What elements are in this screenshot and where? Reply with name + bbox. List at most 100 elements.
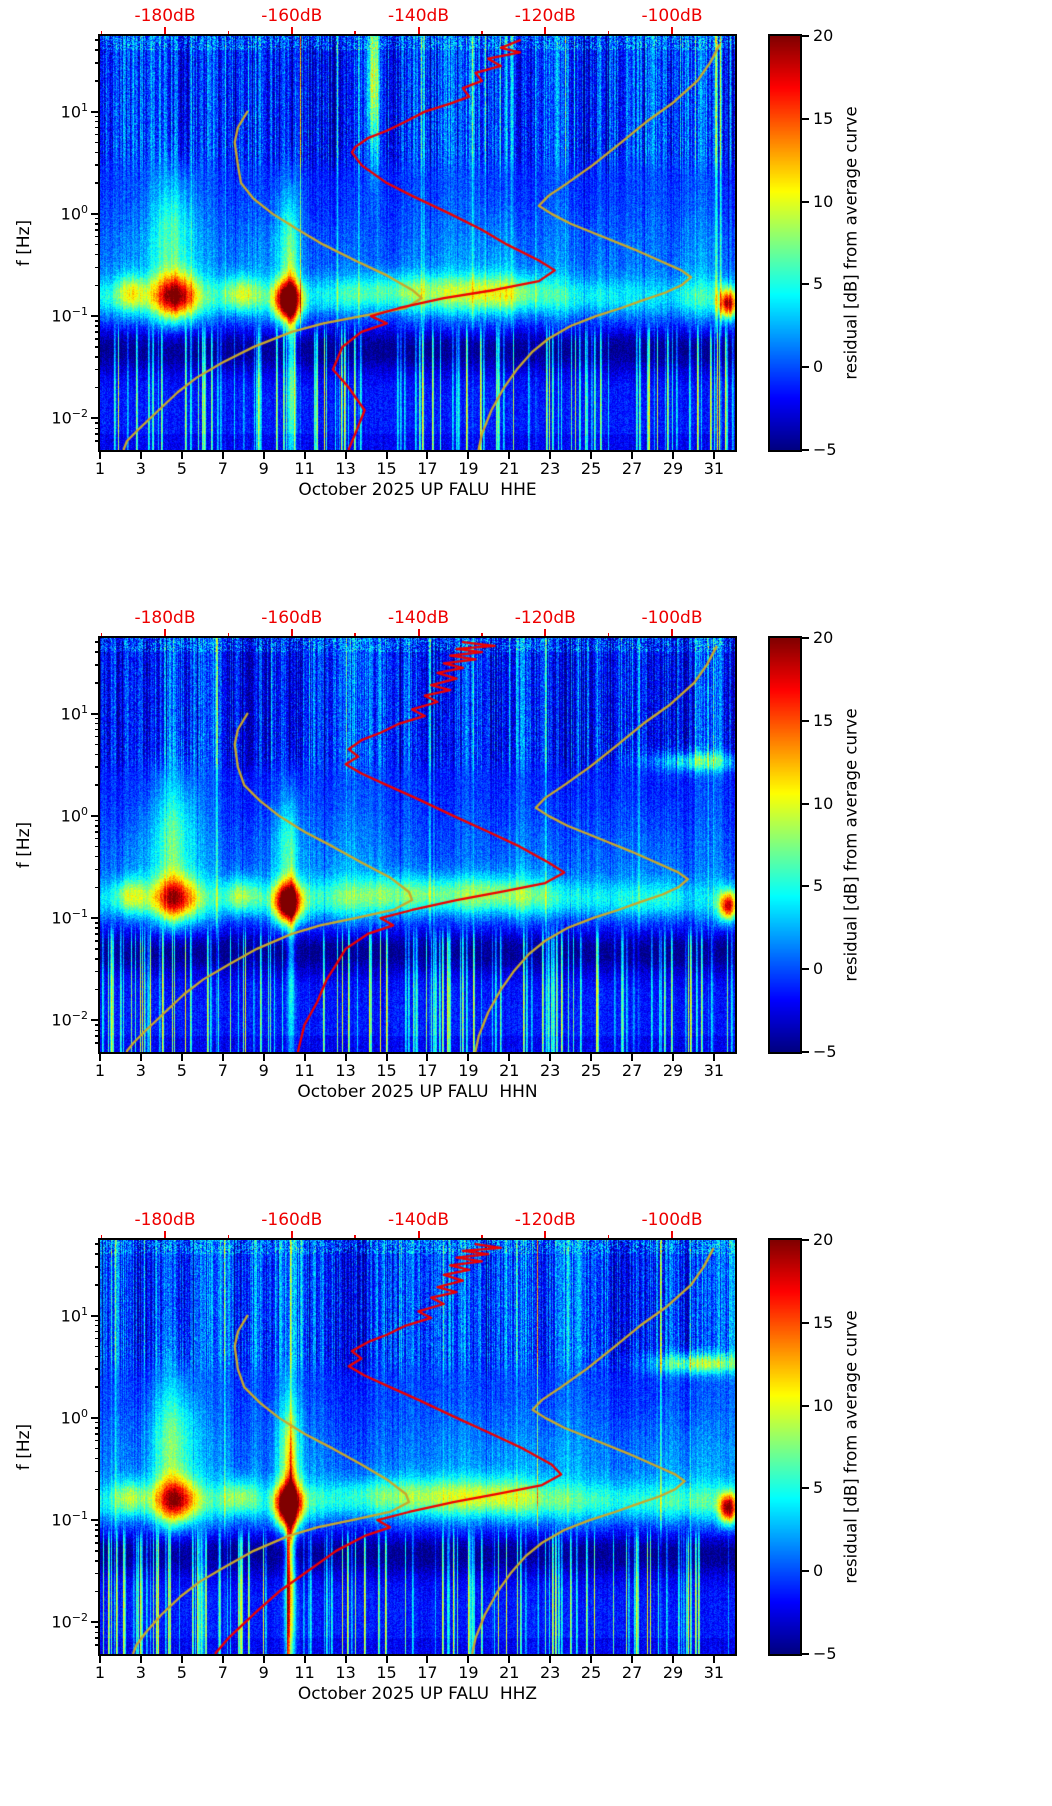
- db-axis-label: -160dB: [261, 6, 323, 26]
- y-minor-tick: [94, 62, 98, 64]
- y-minor-tick: [94, 422, 98, 424]
- db-axis-label: -140dB: [387, 6, 450, 26]
- y-minor-tick: [94, 1266, 98, 1268]
- colorbar-tick-label: 20: [813, 628, 834, 647]
- x-tick-label: 13: [335, 1061, 356, 1080]
- colorbar-tick: [802, 802, 809, 805]
- x-tick: [631, 1054, 634, 1061]
- y-tick-base: 10: [51, 1510, 72, 1530]
- y-minor-tick: [94, 115, 98, 118]
- y-minor-tick: [94, 1631, 98, 1633]
- x-tick-label: 17: [417, 459, 438, 478]
- y-major-tick: [91, 212, 98, 215]
- x-axis-title: October 2025 UP FALU HHE: [298, 480, 537, 500]
- y-tick-label: 100: [28, 203, 88, 223]
- x-tick-label: 15: [376, 1061, 397, 1080]
- db-axis-label: -100dB: [641, 6, 703, 26]
- colorbar-tick-label: −5: [813, 1042, 837, 1061]
- y-minor-tick: [94, 346, 98, 348]
- x-tick-label: 11: [294, 1061, 315, 1080]
- db-minor-tick: [100, 1234, 103, 1238]
- x-tick-label: 27: [621, 1061, 643, 1080]
- spectrogram-canvas: [100, 36, 735, 450]
- y-minor-tick: [94, 922, 98, 924]
- x-tick: [139, 452, 142, 459]
- db-major-tick: [164, 629, 166, 636]
- colorbar-tick: [802, 1051, 809, 1053]
- x-tick: [99, 1656, 101, 1663]
- y-minor-tick: [94, 126, 98, 129]
- x-tick: [344, 452, 347, 459]
- y-minor-tick: [94, 386, 98, 389]
- x-tick: [590, 1054, 593, 1061]
- y-minor-tick: [94, 1590, 98, 1593]
- x-tick: [672, 1656, 674, 1663]
- y-tick-exponent: −2: [71, 1611, 88, 1625]
- x-tick-label: 29: [662, 459, 684, 478]
- y-tick-label: 101: [28, 101, 88, 121]
- y-minor-tick: [94, 243, 98, 246]
- db-axis-label: -180dB: [134, 1210, 196, 1230]
- y-minor-tick: [94, 1427, 98, 1429]
- y-minor-tick: [94, 266, 98, 269]
- x-tick-label: 3: [135, 1061, 146, 1080]
- x-tick: [221, 1656, 224, 1663]
- y-tick-exponent: 0: [81, 202, 88, 216]
- y-minor-tick: [94, 717, 98, 720]
- db-axis-label: -120dB: [514, 608, 576, 628]
- x-tick-label: 31: [703, 1061, 725, 1080]
- y-minor-tick: [94, 1457, 98, 1460]
- colorbar-tick-label: 20: [813, 26, 834, 45]
- x-tick: [180, 1656, 183, 1663]
- y-axis-title: f [Hz]: [14, 821, 34, 869]
- x-tick: [426, 1656, 429, 1663]
- x-tick-label: 17: [417, 1061, 438, 1080]
- db-axis-label: -100dB: [641, 1210, 703, 1230]
- x-tick: [712, 452, 715, 459]
- db-minor-tick: [607, 632, 610, 636]
- y-minor-tick: [94, 1433, 98, 1435]
- colorbar-tick: [802, 1239, 809, 1241]
- y-minor-tick: [94, 338, 98, 340]
- x-tick: [549, 452, 552, 459]
- y-minor-tick: [94, 743, 98, 746]
- y-major-tick: [91, 712, 98, 715]
- x-tick-label: 9: [258, 1061, 269, 1080]
- colorbar-tick: [802, 885, 809, 888]
- y-minor-tick: [94, 641, 98, 643]
- y-tick-label: 100: [28, 805, 88, 825]
- y-tick-base: 10: [60, 101, 81, 121]
- y-minor-tick: [94, 151, 98, 154]
- y-tick-label: 100: [28, 1407, 88, 1427]
- x-tick-label: 3: [135, 1663, 146, 1682]
- y-tick-base: 10: [60, 1408, 81, 1428]
- db-major-tick: [417, 629, 420, 636]
- y-minor-tick: [94, 1243, 98, 1245]
- colorbar-tick: [802, 1570, 809, 1573]
- y-major-tick: [91, 417, 98, 420]
- colorbar-tick: [802, 637, 809, 639]
- db-minor-tick: [481, 30, 483, 34]
- y-minor-tick: [94, 825, 98, 827]
- y-minor-tick: [94, 223, 98, 225]
- db-axis-label: -100dB: [641, 608, 703, 628]
- x-tick: [262, 452, 265, 459]
- x-tick-label: 7: [217, 1663, 228, 1682]
- x-tick: [467, 452, 470, 459]
- y-minor-tick: [94, 164, 98, 166]
- x-tick-label: 31: [703, 459, 725, 478]
- y-major-tick: [91, 814, 98, 817]
- y-minor-tick: [94, 1368, 98, 1370]
- db-major-tick: [417, 1231, 420, 1238]
- db-minor-tick: [481, 1234, 483, 1238]
- x-tick: [590, 1656, 593, 1663]
- x-tick-label: 15: [376, 1663, 397, 1682]
- x-tick-label: 17: [417, 1663, 438, 1682]
- y-minor-tick: [94, 1637, 98, 1639]
- db-major-tick: [417, 27, 420, 34]
- colorbar-tick: [802, 283, 809, 286]
- y-major-tick: [91, 1416, 98, 1419]
- colorbar-canvas: [770, 36, 800, 450]
- db-axis-label: -140dB: [387, 1210, 450, 1230]
